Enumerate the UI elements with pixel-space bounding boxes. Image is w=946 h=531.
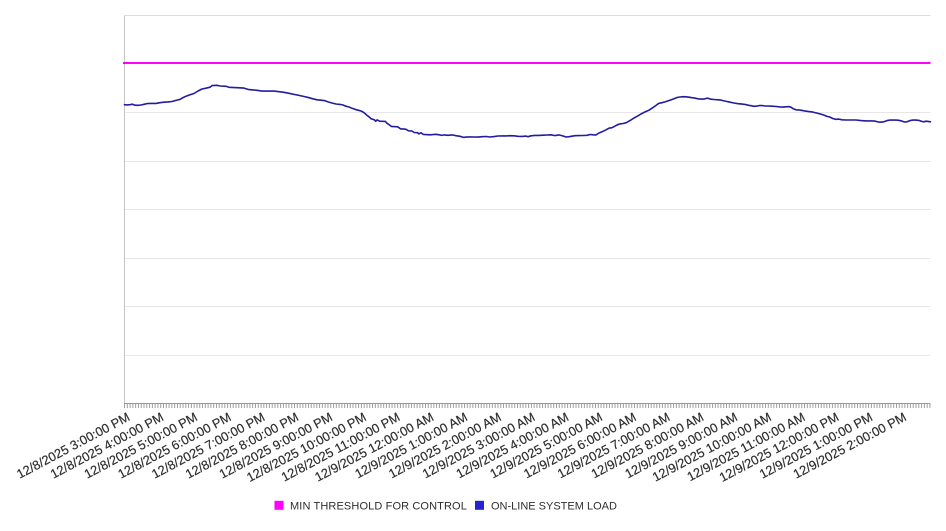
svg-text:MIN THRESHOLD FOR CONTROL: MIN THRESHOLD FOR CONTROL [290, 500, 467, 512]
svg-text:ON-LINE SYSTEM LOAD: ON-LINE SYSTEM LOAD [491, 500, 617, 512]
